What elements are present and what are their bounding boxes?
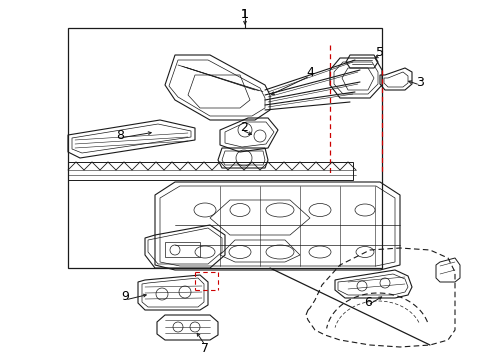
Text: 8: 8 [116, 129, 124, 141]
Text: 7: 7 [201, 342, 208, 355]
Bar [68, 28, 381, 268]
Text: 4: 4 [305, 66, 313, 78]
Text: 9: 9 [121, 289, 129, 302]
Text: 1: 1 [241, 8, 248, 21]
Text: 3: 3 [415, 76, 423, 89]
Text: 2: 2 [240, 121, 247, 134]
Text: 5: 5 [375, 45, 383, 59]
Text: 6: 6 [364, 297, 371, 310]
Bar [164, 242, 200, 257]
Text: 1: 1 [241, 8, 248, 21]
